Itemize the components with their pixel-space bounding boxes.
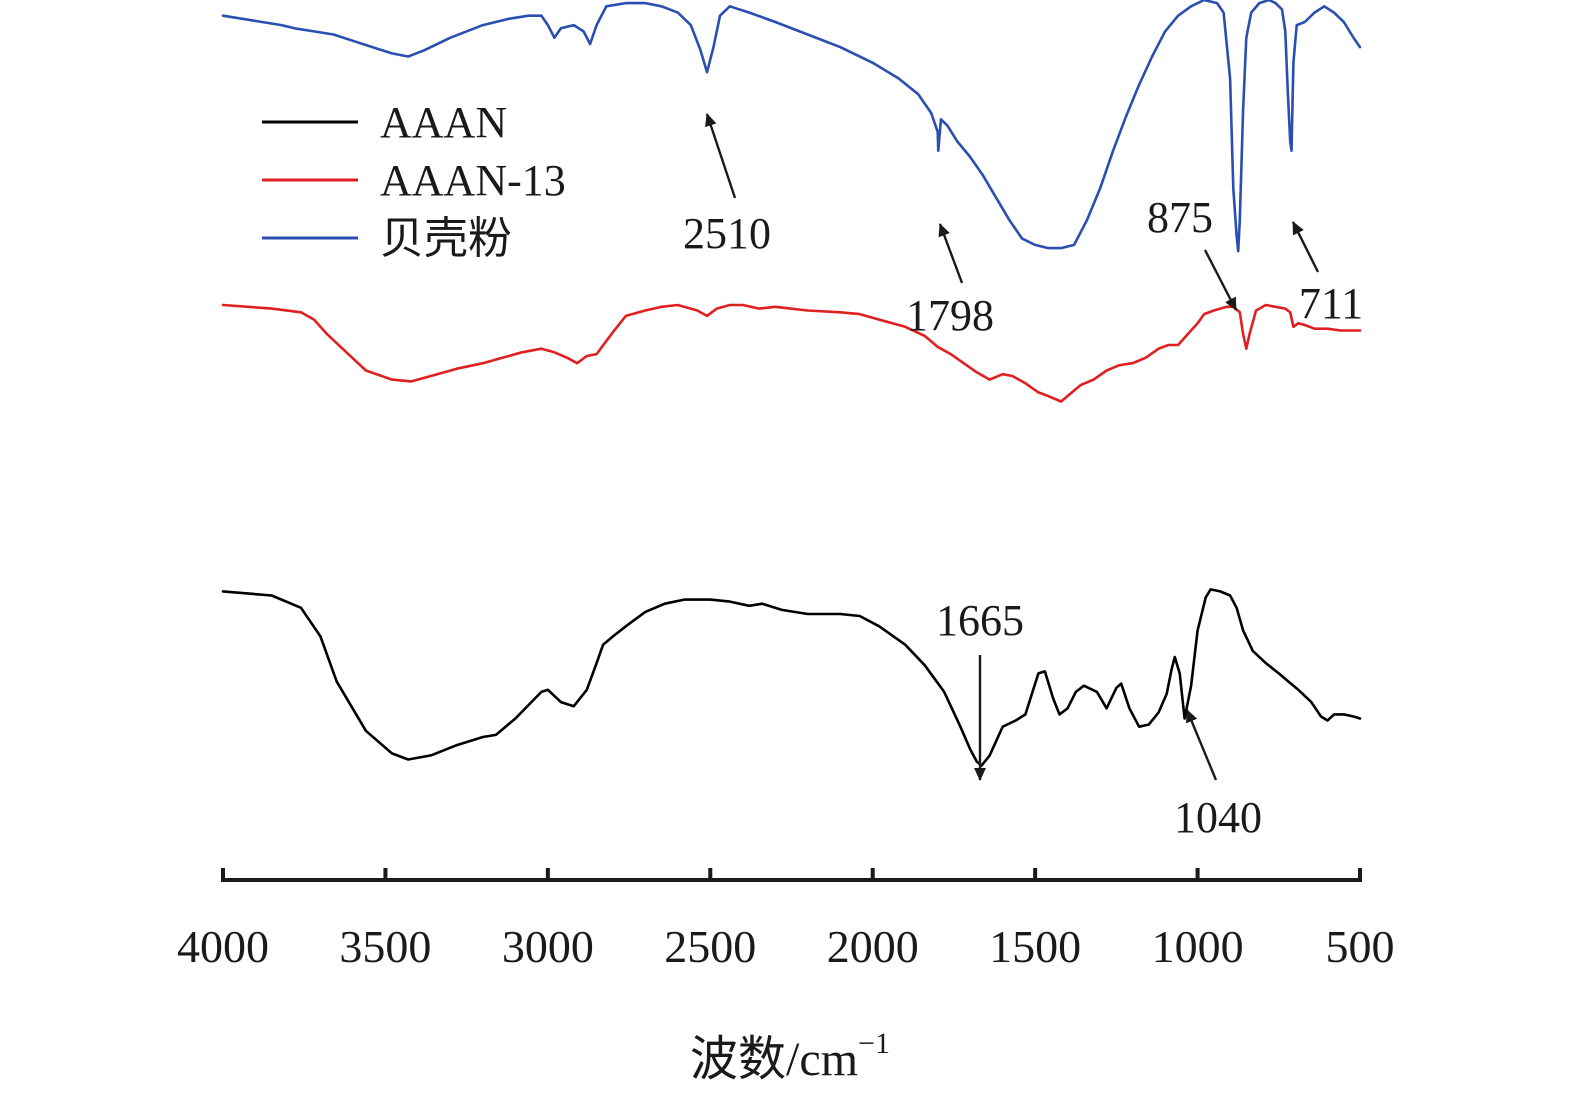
annotation-label-2510: 2510: [683, 209, 771, 258]
x-tick-label-4000: 4000: [177, 921, 269, 972]
series-line-aaan-13: [221, 303, 1362, 403]
annotation-arrow-2510: [705, 113, 737, 199]
x-axis-title-text: 波数/cm: [690, 1033, 858, 1086]
series-line-aaan: [221, 588, 1362, 767]
legend-label-aaan-13: AAAN-13: [380, 156, 566, 205]
x-tick-label-3000: 3000: [502, 921, 594, 972]
annotation-label-1040: 1040: [1174, 793, 1262, 842]
annotation-label-1665: 1665: [936, 596, 1024, 645]
annotation-arrow-1040: [1185, 709, 1218, 781]
annotation-label-1798: 1798: [906, 291, 994, 340]
x-tick-label-2000: 2000: [827, 921, 919, 972]
tick-layer: 4000 3500 3000 2500 2000 1500 1000 500: [177, 868, 1395, 972]
x-tick-label-1500: 1500: [989, 921, 1081, 972]
legend-label-shell-powder: 贝壳粉: [380, 214, 512, 263]
x-tick-label-2500: 2500: [664, 921, 756, 972]
annotation-arrow-711: [1291, 221, 1320, 273]
x-tick-label-1000: 1000: [1152, 921, 1244, 972]
series-line-shell-powder: [221, 0, 1362, 253]
x-axis-title: 波数/cm−1: [690, 1027, 890, 1086]
x-axis: 4000 3500 3000 2500 2000 1500 1000 500: [177, 868, 1395, 972]
annotation-arrow-875: [1203, 249, 1238, 311]
annotation-label-711: 711: [1299, 279, 1363, 328]
annotation-label-875: 875: [1147, 193, 1213, 242]
legend: AAAN AAAN-13 贝壳粉: [262, 98, 566, 263]
annotation-arrow-1798: [938, 223, 964, 284]
x-tick-label-3500: 3500: [339, 921, 431, 972]
annotation-layer: 2510 1798 875 711 1665 1040: [683, 113, 1363, 842]
x-axis-title-superscript: −1: [858, 1027, 890, 1060]
legend-label-aaan: AAAN: [380, 98, 507, 147]
series-layer: [221, 0, 1362, 767]
x-tick-label-500: 500: [1326, 921, 1395, 972]
